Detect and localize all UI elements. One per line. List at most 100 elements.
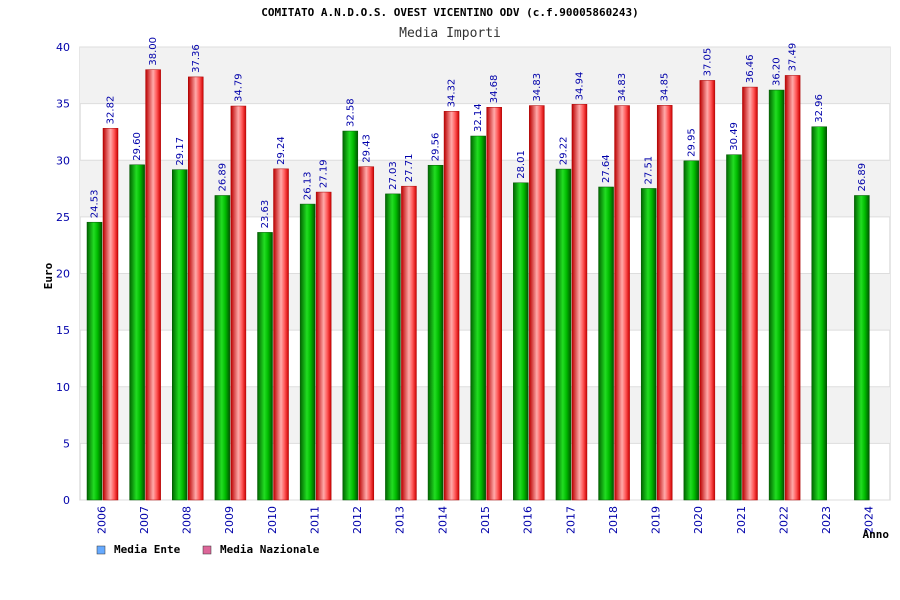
- value-label-media-ente-2012: 32.58: [345, 98, 356, 127]
- x-tick-label-2021: 2021: [735, 506, 748, 534]
- value-label-media-nazionale-2021: 36.46: [745, 54, 756, 83]
- bar-media-ente-2015: [470, 135, 486, 501]
- value-label-media-nazionale-2016: 34.83: [532, 73, 543, 102]
- value-labels: 24.53 32.82 29.60 38.00 29.17 37.36 26.89 34.79…: [90, 37, 868, 228]
- bar-media-ente-2024: [854, 195, 870, 501]
- y-tick-label: 10: [56, 381, 70, 394]
- bar-media-nazionale-2021: [742, 86, 758, 501]
- bar-media-nazionale-2015: [486, 106, 502, 501]
- value-label-media-nazionale-2019: 34.85: [660, 73, 671, 102]
- y-axis-label: Euro: [42, 262, 55, 289]
- chart-title: COMITATO A.N.D.O.S. OVEST VICENTINO ODV …: [261, 6, 639, 19]
- bar-media-nazionale-2012: [358, 166, 375, 501]
- y-tick-label: 0: [63, 494, 70, 507]
- x-axis-label: Anno: [863, 528, 890, 541]
- x-tick-label-2009: 2009: [223, 506, 236, 534]
- value-label-media-nazionale-2011: 27.19: [319, 159, 330, 188]
- value-label-media-ente-2023: 32.96: [814, 94, 825, 123]
- value-label-media-ente-2016: 28.01: [516, 150, 527, 179]
- value-label-media-nazionale-2015: 34.68: [489, 75, 500, 104]
- x-tick-label-2008: 2008: [181, 506, 194, 534]
- value-label-media-nazionale-2018: 34.83: [617, 73, 628, 102]
- y-tick-label: 35: [56, 98, 70, 111]
- bar-media-nazionale-2009: [230, 105, 247, 501]
- bar-media-ente-2014: [427, 164, 444, 501]
- y-tick-label: 20: [56, 268, 70, 281]
- bar-media-nazionale-2016: [529, 105, 545, 501]
- bar-media-ente-2023: [811, 126, 827, 501]
- bar-media-ente-2007: [129, 164, 145, 501]
- x-tick-label-2016: 2016: [522, 506, 535, 534]
- bar-media-ente-2010: [257, 232, 273, 501]
- value-label-media-ente-2017: 29.22: [558, 136, 569, 165]
- value-label-media-nazionale-2009: 34.79: [233, 73, 244, 102]
- bar-media-nazionale-2022: [784, 75, 801, 501]
- value-label-media-nazionale-2020: 37.05: [702, 48, 713, 77]
- value-label-media-ente-2006: 24.53: [90, 190, 101, 219]
- chart-subtitle: Media Importi: [399, 26, 501, 41]
- bars: [86, 69, 870, 501]
- value-label-media-ente-2013: 27.03: [388, 161, 399, 190]
- y-tick-label: 25: [56, 211, 70, 224]
- value-label-media-nazionale-2014: 34.32: [447, 79, 458, 108]
- value-label-media-ente-2015: 32.14: [473, 103, 484, 132]
- bar-media-ente-2020: [683, 160, 700, 501]
- bar-media-nazionale-2020: [699, 80, 716, 501]
- y-tick-label: 15: [56, 324, 70, 337]
- bar-media-nazionale-2007: [145, 69, 161, 501]
- value-label-media-nazionale-2012: 29.43: [361, 134, 372, 163]
- legend-swatch-media-ente: [96, 545, 106, 555]
- value-label-media-ente-2008: 29.17: [175, 137, 186, 166]
- bar-media-ente-2016: [513, 182, 529, 501]
- x-tick-label-2020: 2020: [692, 506, 705, 534]
- bar-media-ente-2008: [172, 169, 188, 501]
- legend-swatch-media-nazionale: [202, 545, 212, 555]
- bar-media-ente-2018: [598, 186, 614, 501]
- value-label-media-ente-2024: 26.89: [857, 163, 868, 192]
- value-label-media-ente-2019: 27.51: [644, 156, 655, 185]
- bar-media-nazionale-2019: [656, 105, 673, 501]
- x-tick-label-2011: 2011: [308, 506, 321, 534]
- x-tick-label-2007: 2007: [138, 506, 151, 534]
- x-tick-label-2012: 2012: [351, 506, 364, 534]
- legend-label-media-nazionale: Media Nazionale: [220, 543, 320, 556]
- x-tick-label-2017: 2017: [564, 506, 577, 534]
- value-label-media-nazionale-2010: 29.24: [276, 136, 287, 165]
- bar-media-nazionale-2010: [273, 168, 289, 501]
- value-label-media-ente-2022: 36.20: [772, 57, 783, 86]
- x-tick-label-2019: 2019: [650, 506, 663, 534]
- value-label-media-ente-2010: 23.63: [260, 200, 271, 229]
- bar-media-nazionale-2011: [315, 191, 332, 501]
- bar-media-nazionale-2014: [443, 111, 460, 501]
- value-label-media-ente-2018: 27.64: [601, 154, 612, 183]
- bar-media-nazionale-2008: [188, 76, 204, 501]
- y-tick-label: 30: [56, 154, 70, 167]
- bar-media-ente-2009: [214, 195, 231, 501]
- y-tick-label: 5: [63, 437, 70, 450]
- value-label-media-ente-2014: 29.56: [431, 133, 442, 162]
- value-label-media-nazionale-2007: 38.00: [148, 37, 159, 66]
- bar-media-ente-2012: [342, 130, 359, 501]
- legend-label-media-ente: Media Ente: [114, 543, 181, 556]
- value-label-media-nazionale-2017: 34.94: [574, 72, 585, 101]
- value-label-media-nazionale-2022: 37.49: [788, 43, 799, 72]
- x-tick-label-2024: 2024: [863, 506, 876, 534]
- bar-media-nazionale-2013: [401, 185, 417, 501]
- y-tick-label: 40: [56, 41, 70, 54]
- value-label-media-ente-2009: 26.89: [217, 163, 228, 192]
- x-tick-label-2013: 2013: [394, 506, 407, 534]
- x-tick-label-2018: 2018: [607, 506, 620, 534]
- bar-media-nazionale-2006: [102, 128, 119, 501]
- value-label-media-ente-2021: 30.49: [729, 122, 740, 151]
- y-axis-ticks: 0 5 10 15 20 25 30 35 40: [56, 41, 70, 507]
- x-tick-label-2023: 2023: [820, 506, 833, 534]
- value-label-media-ente-2011: 26.13: [303, 171, 314, 200]
- value-label-media-ente-2020: 29.95: [686, 128, 697, 157]
- value-label-media-nazionale-2008: 37.36: [191, 44, 202, 73]
- bar-media-ente-2011: [299, 203, 316, 501]
- x-axis-ticks: 2006 2007 2008 2009 2010 2011 2012 2013 2014 2015…: [95, 506, 875, 534]
- x-tick-label-2006: 2006: [95, 506, 108, 534]
- x-tick-label-2010: 2010: [266, 506, 279, 534]
- x-tick-label-2022: 2022: [777, 506, 790, 534]
